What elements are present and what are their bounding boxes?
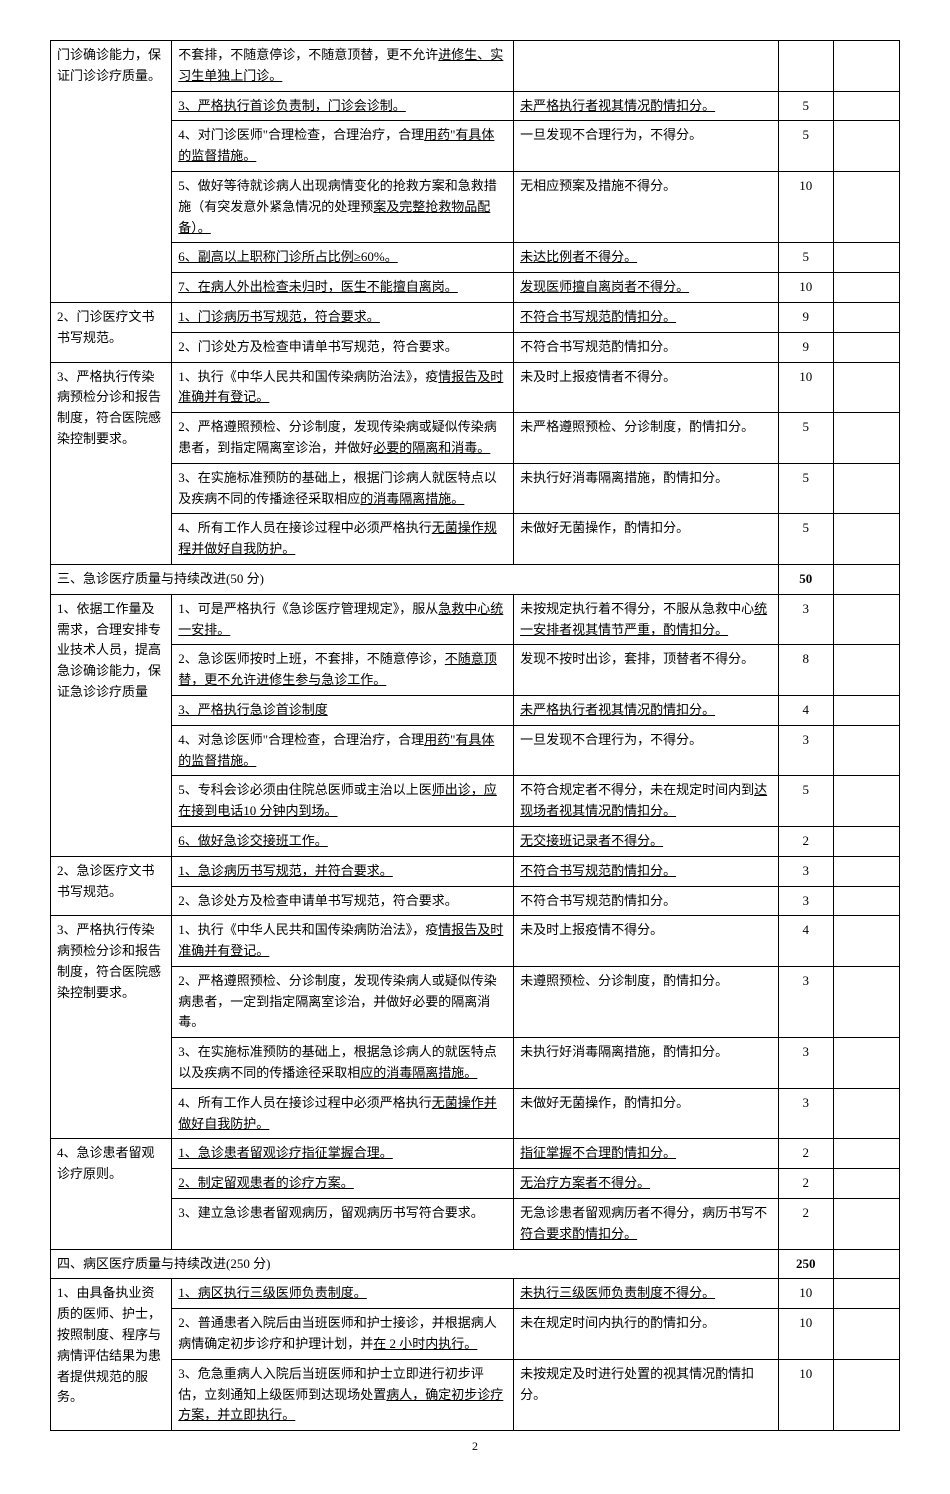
page-number: 2 <box>50 1439 900 1454</box>
table-row: 4、所有工作人员在接诊过程中必须严格执行无菌操作并做好自我防护。未做好无菌操作，… <box>51 1088 900 1139</box>
table-row: 5、专科会诊必须由住院总医师或主治以上医师出诊，应在接到电话10 分钟内到场。不… <box>51 776 900 827</box>
table-row: 3、建立急诊患者留观病历，留观病历书写符合要求。无急诊患者留观病历者不得分，病历… <box>51 1199 900 1250</box>
table-row: 3、在实施标准预防的基础上，根据急诊病人的就医特点以及疾病不同的传播途径采取相应… <box>51 1038 900 1089</box>
table-row: 2、急诊处方及检查申请单书写规范，符合要求。不符合书写规范酌情扣分。3 <box>51 886 900 916</box>
table-row: 4、急诊患者留观诊疗原则。1、急诊患者留观诊疗指征掌握合理。指征掌握不合理酌情扣… <box>51 1139 900 1169</box>
table-row: 2、急诊医师按时上班，不套排，不随意停诊，不随意顶替，更不允许进修生参与急诊工作… <box>51 645 900 696</box>
table-row: 1、由具备执业资质的医师、护士，按照制度、程序与病情评估结果为患者提供规范的服务… <box>51 1279 900 1309</box>
section-header-row: 三、急诊医疗质量与持续改进(50 分)50 <box>51 564 900 594</box>
table-row: 3、严格执行传染病预检分诊和报告制度，符合医院感染控制要求。1、执行《中华人民共… <box>51 916 900 967</box>
table-row: 2、严格遵照预检、分诊制度，发现传染病或疑似传染病患者，到指定隔离室诊治，并做好… <box>51 413 900 464</box>
table-row: 门诊确诊能力，保证门诊诊疗质量。不套排，不随意停诊，不随意顶替，更不允许进修生、… <box>51 41 900 92</box>
table-row: 2、急诊医疗文书书写规范。1、急诊病历书写规范，并符合要求。不符合书写规范酌情扣… <box>51 856 900 886</box>
table-row: 3、严格执行急诊首诊制度未严格执行者视其情况酌情扣分。4 <box>51 695 900 725</box>
table-row: 7、在病人外出检查未归时，医生不能擅自离岗。发现医师擅自离岗者不得分。10 <box>51 273 900 303</box>
table-row: 2、普通患者入院后由当班医师和护士接诊，并根据病人病情确定初步诊疗和护理计划，并… <box>51 1309 900 1360</box>
table-row: 4、对急诊医师"合理检查，合理治疗，合理用药"有具体的监督措施。一旦发现不合理行… <box>51 725 900 776</box>
table-row: 2、门诊处方及检查申请单书写规范，符合要求。不符合书写规范酌情扣分。9 <box>51 332 900 362</box>
table-row: 5、做好等待就诊病人出现病情变化的抢救方案和急救措施（有突发意外紧急情况的处理预… <box>51 171 900 242</box>
table-row: 4、所有工作人员在接诊过程中必须严格执行无菌操作规程并做好自我防护。未做好无菌操… <box>51 514 900 565</box>
table-row: 6、做好急诊交接班工作。无交接班记录者不得分。2 <box>51 826 900 856</box>
table-row: 2、制定留观患者的诊疗方案。无治疗方案者不得分。2 <box>51 1169 900 1199</box>
table-row: 3、在实施标准预防的基础上，根据门诊病人就医特点以及疾病不同的传播途径采取相应的… <box>51 463 900 514</box>
table-row: 3、严格执行首诊负责制，门诊会诊制。未严格执行者视其情况酌情扣分。5 <box>51 91 900 121</box>
table-row: 6、副高以上职称门诊所占比例≥60%。未达比例者不得分。5 <box>51 243 900 273</box>
table-row: 2、门诊医疗文书书写规范。1、门诊病历书写规范，符合要求。不符合书写规范酌情扣分… <box>51 302 900 332</box>
table-row: 3、严格执行传染病预检分诊和报告制度，符合医院感染控制要求。1、执行《中华人民共… <box>51 362 900 413</box>
assessment-table: 门诊确诊能力，保证门诊诊疗质量。不套排，不随意停诊，不随意顶替，更不允许进修生、… <box>50 40 900 1431</box>
table-row: 2、严格遵照预检、分诊制度，发现传染病人或疑似传染病患者，一定到指定隔离室诊治，… <box>51 966 900 1037</box>
table-row: 4、对门诊医师"合理检查，合理治疗，合理用药"有具体的监督措施。一旦发现不合理行… <box>51 121 900 172</box>
section-header-row: 四、病区医疗质量与持续改进(250 分)250 <box>51 1249 900 1279</box>
table-row: 1、依据工作量及需求，合理安排专业技术人员，提高急诊确诊能力，保证急诊诊疗质量1… <box>51 594 900 645</box>
table-row: 3、危急重病人入院后当班医师和护士立即进行初步评估，立刻通知上级医师到达现场处置… <box>51 1359 900 1430</box>
